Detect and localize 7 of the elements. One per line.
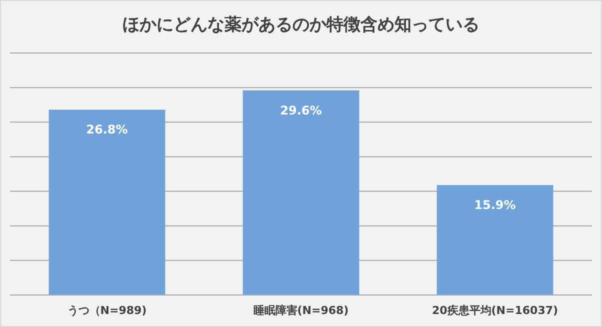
- data-label: 15.9%: [474, 198, 516, 212]
- data-label: 26.8%: [86, 122, 128, 137]
- x-tick-label: うつ（N=989): [67, 304, 147, 317]
- chart-title: ほかにどんな薬があるのか特徴含め知っている: [122, 15, 480, 35]
- x-tick-label: 20疾患平均(N=16037): [432, 304, 558, 317]
- x-tick-label: 睡眠障害(N=968): [253, 304, 349, 317]
- data-label: 29.6%: [280, 103, 322, 118]
